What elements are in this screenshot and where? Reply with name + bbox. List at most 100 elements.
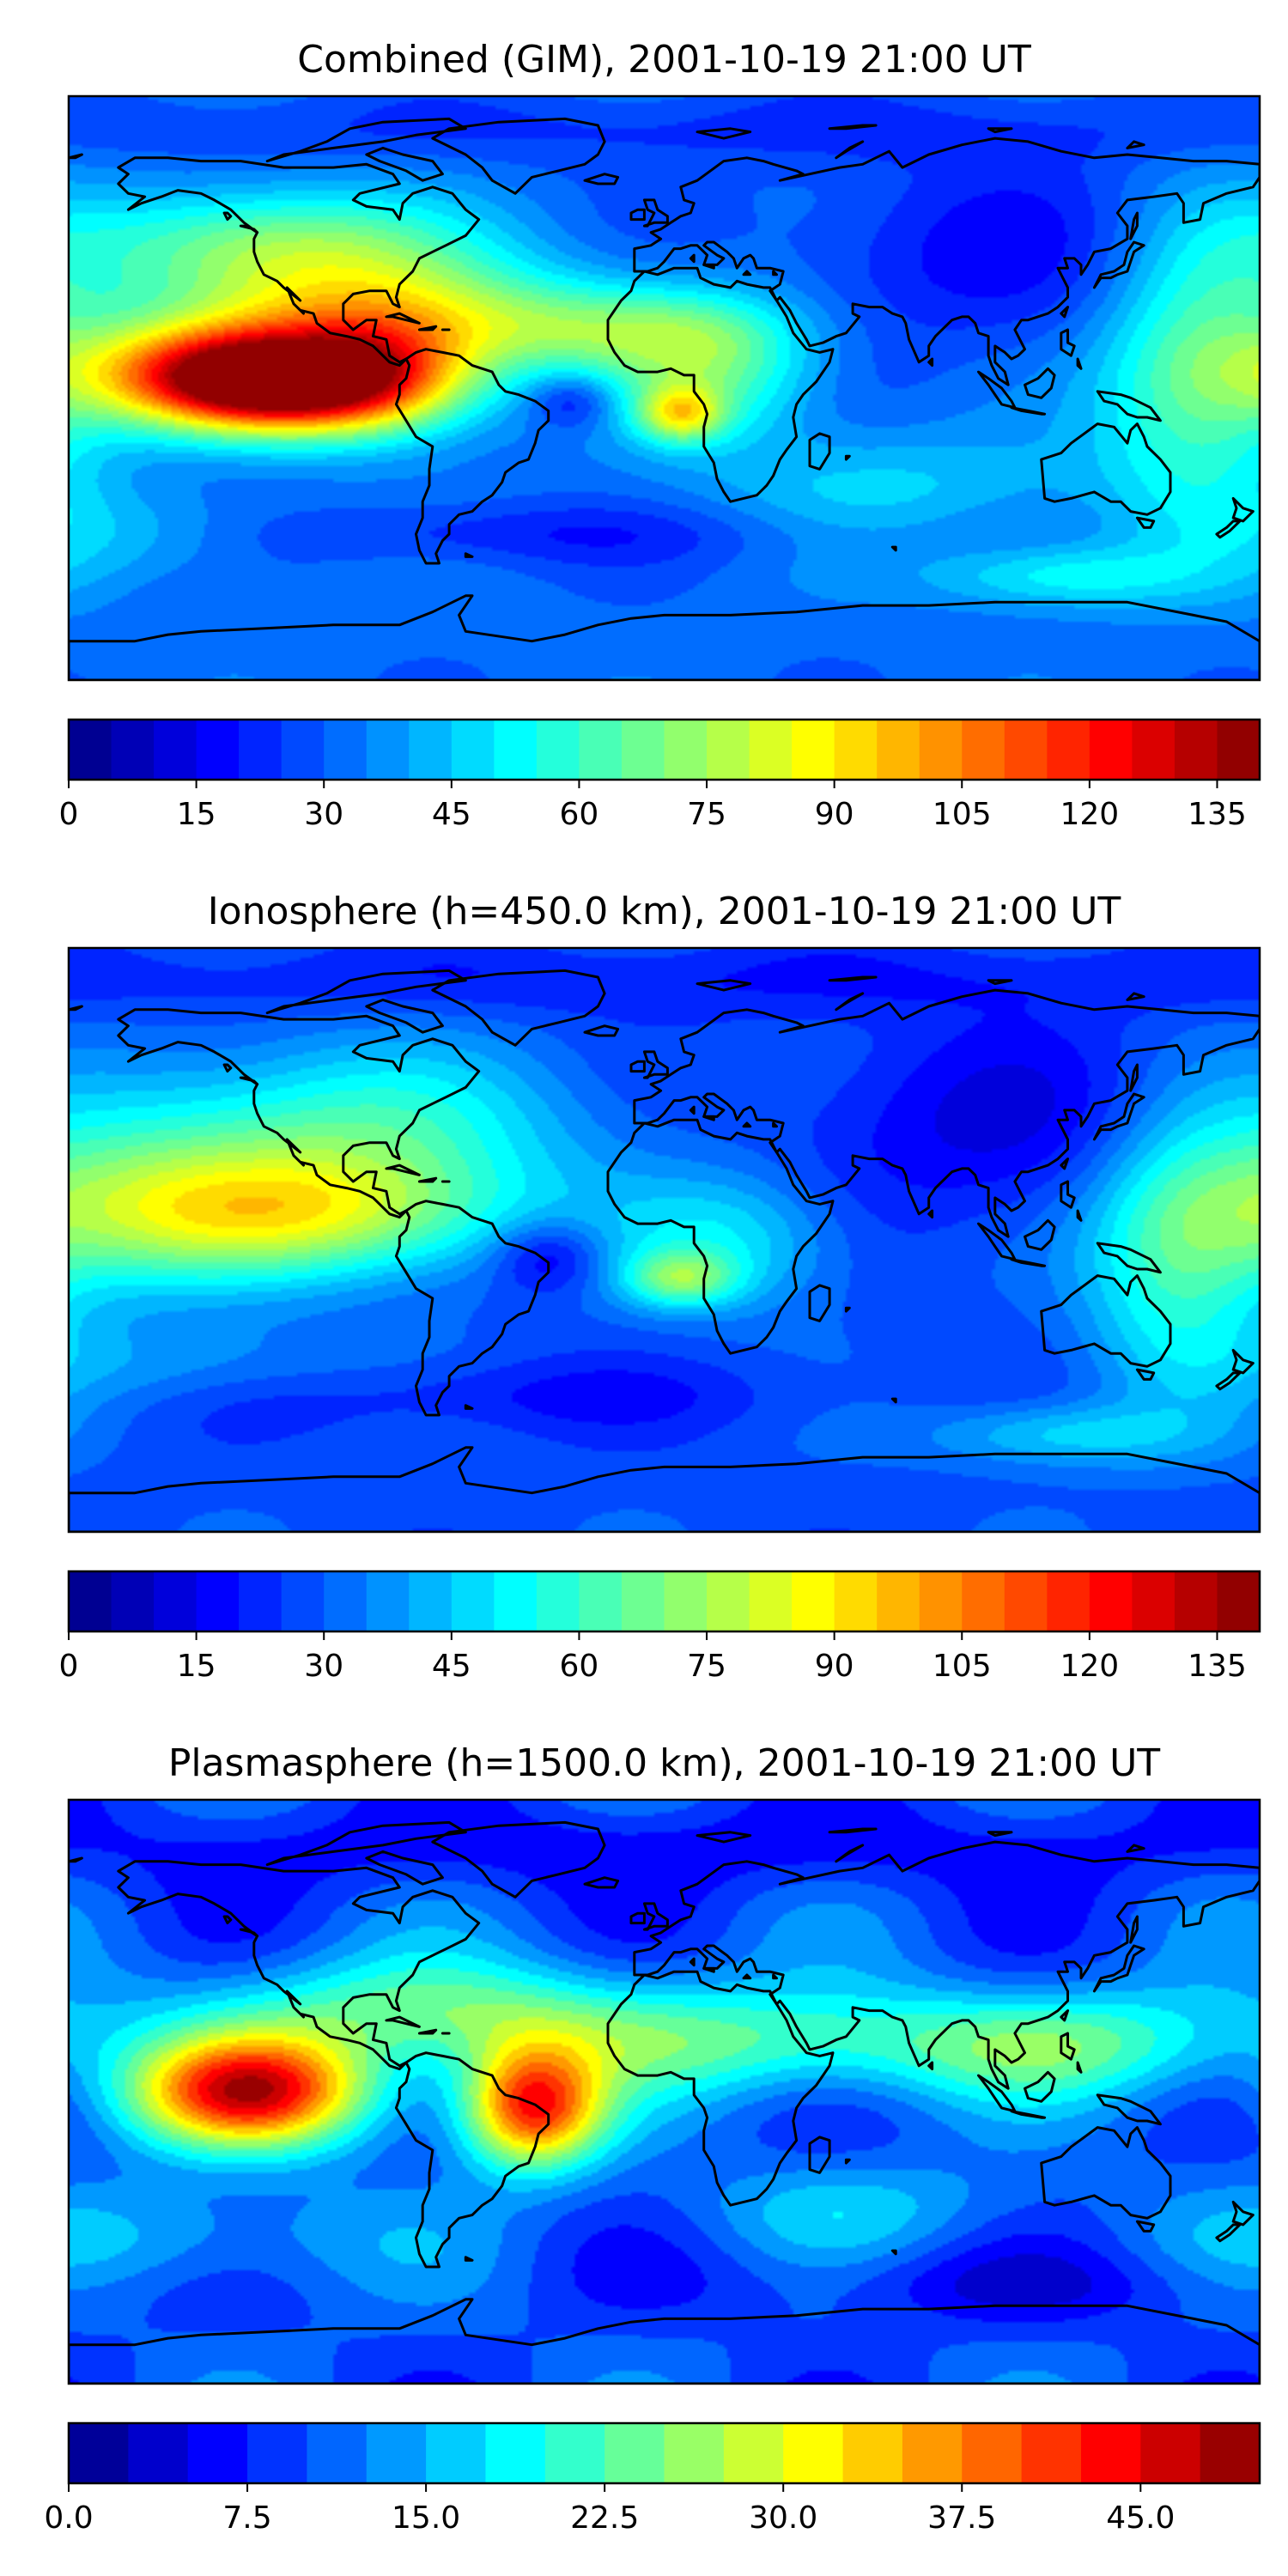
colorbar-segment [247, 2423, 307, 2483]
coastlines [69, 969, 1260, 1532]
colorbar-segment [792, 1571, 835, 1631]
colorbar-segment [111, 720, 155, 780]
colorbar-segment [196, 720, 240, 780]
colorbar-segment [919, 1571, 963, 1631]
colorbar-segment [366, 720, 410, 780]
colorbar-tick-label: 75 [687, 797, 726, 832]
colorbar-segment [1047, 1571, 1091, 1631]
coastline [431, 1820, 606, 1899]
coastline [1060, 1157, 1069, 1170]
coastline [808, 432, 831, 471]
colorbar-segment [324, 1571, 368, 1631]
colorbar-segment [196, 1571, 240, 1631]
coastline [394, 1200, 550, 1417]
coastline [828, 1827, 878, 1834]
colorbar-segment [154, 1571, 197, 1631]
coastline [772, 1973, 778, 1980]
colorbar-segment [621, 1571, 665, 1631]
coastline [808, 1284, 831, 1322]
coastline [629, 1060, 646, 1073]
panel-title: Ionosphere (h=450.0 km), 2001-10-19 21:0… [208, 890, 1121, 933]
colorbar-segment [154, 720, 197, 780]
coastline [417, 1176, 438, 1183]
coastlines [69, 117, 1260, 680]
colorbar-tick-label: 0 [59, 1649, 79, 1684]
colorbar-segment [1004, 720, 1048, 780]
coastline [1010, 2110, 1047, 2119]
coastline [1076, 357, 1083, 370]
colorbar-segment [1200, 2423, 1261, 2483]
coastline [417, 325, 438, 331]
coastline [365, 1850, 444, 1886]
coastline [1215, 519, 1242, 539]
colorbar-segment [664, 1571, 708, 1631]
coastline [394, 348, 550, 565]
colorbar: 0 15 30 45 60 75 90 105 120 135 [59, 1570, 1261, 1684]
colorbar-tick-label: 30 [304, 797, 343, 832]
colorbar-frame [67, 1570, 1261, 1633]
colorbar-segment [409, 720, 453, 780]
coastline [633, 988, 1260, 1238]
coastline [265, 117, 467, 163]
colorbar-segment [111, 1571, 155, 1631]
coastline [69, 153, 83, 160]
colorbar-tick-label: 37.5 [927, 2500, 996, 2536]
coastline [431, 117, 606, 195]
coastline [1129, 211, 1139, 240]
coastline [927, 2061, 934, 2071]
coastline [1126, 1844, 1145, 1853]
colorbar-segment [485, 2423, 546, 2483]
coastline [633, 1840, 1260, 2090]
coastline [772, 270, 778, 276]
coastline [1126, 140, 1145, 149]
coastline [696, 127, 752, 140]
coastline [844, 1306, 851, 1313]
coastline [265, 969, 467, 1015]
coastline [222, 1063, 233, 1073]
coastline [987, 979, 1013, 986]
coastline [239, 1076, 259, 1086]
colorbar-segment [783, 2423, 844, 2483]
panel-title: Plasmasphere (h=1500.0 km), 2001-10-19 2… [168, 1741, 1160, 1785]
colorbar-tick-label: 105 [933, 1649, 992, 1684]
colorbar-segment [707, 1571, 750, 1631]
colorbar-segment [605, 2423, 665, 2483]
coastline [1215, 1371, 1242, 1391]
coastline [828, 124, 878, 131]
colorbar-segment [426, 2423, 487, 2483]
colorbar-segment [834, 720, 878, 780]
colorbar-segment [69, 2423, 129, 2483]
coastline [1215, 2223, 1242, 2243]
coastline [702, 1115, 715, 1121]
coastline [365, 146, 444, 182]
colorbar-tick-label: 45 [432, 797, 471, 832]
colorbar-segment [307, 2423, 368, 2483]
coastline [1092, 1944, 1145, 1993]
colorbar-segment [1089, 1571, 1133, 1631]
coastlines [69, 1820, 1260, 2384]
colorbar-tick-label: 60 [560, 1649, 599, 1684]
colorbar-segment [1217, 1571, 1261, 1631]
colorbar-segment [451, 720, 495, 780]
colorbar-segment [877, 1571, 920, 1631]
colorbar-segment [1174, 1571, 1218, 1631]
colorbar-segment [1021, 2423, 1082, 2483]
coastline [742, 1973, 752, 1980]
panel-3: Plasmasphere (h=1500.0 km), 2001-10-19 2… [44, 1741, 1261, 2536]
coastline [927, 1209, 934, 1219]
colorbar-segment [324, 720, 368, 780]
colorbar-segment [579, 720, 623, 780]
colorbar-tick-label: 135 [1188, 797, 1247, 832]
colorbar-segment [919, 720, 963, 780]
colorbar-segment [579, 1571, 623, 1631]
colorbar-segment [664, 720, 708, 780]
coastline [583, 173, 620, 185]
coastline [464, 552, 474, 558]
colorbar-segment [1089, 720, 1133, 780]
coastline [772, 1121, 778, 1128]
colorbar-tick-label: 15 [177, 1649, 216, 1684]
coastline [583, 1024, 620, 1037]
coastline [1096, 390, 1162, 422]
colorbar-frame [67, 718, 1261, 781]
